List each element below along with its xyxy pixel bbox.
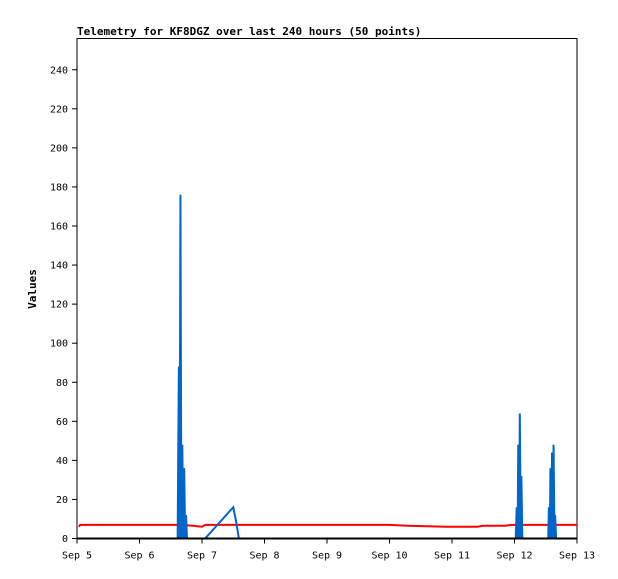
x-tick-label: Sep 8 xyxy=(249,551,279,562)
series-line-1 xyxy=(78,523,577,528)
x-axis: Sep 5 Sep 6 Sep 7 Sep 8 Sep 9 Sep 10 Sep 11 Sep… xyxy=(62,538,595,562)
series-group xyxy=(77,194,577,540)
x-tick-label: Sep 9 xyxy=(312,551,342,562)
y-tick-label: 60 xyxy=(56,417,68,428)
y-tick-label: 0 xyxy=(62,534,68,545)
y-tick-label: 20 xyxy=(56,495,68,506)
y-tick-label: 140 xyxy=(50,261,68,272)
plot-area xyxy=(76,38,578,539)
y-tick-label: 100 xyxy=(50,339,68,350)
x-tick-label: Sep 5 xyxy=(62,551,92,562)
y-tick-label: 180 xyxy=(50,182,68,193)
y-tick-label: 120 xyxy=(50,300,68,311)
x-tick-label: Sep 12 xyxy=(496,551,532,562)
y-tick-label: 240 xyxy=(50,65,68,76)
y-tick-label: 80 xyxy=(56,378,68,389)
y-axis-label: Values xyxy=(26,269,39,309)
y-axis: 0 20 40 60 80 100 120 140 160 180 200 220 240 xyxy=(50,65,77,545)
y-tick-label: 220 xyxy=(50,104,68,115)
chart-title: Telemetry for KF8DGZ over last 240 hours… xyxy=(77,25,421,38)
x-tick-label: Sep 6 xyxy=(124,551,154,562)
x-tick-label: Sep 11 xyxy=(434,551,470,562)
y-tick-label: 200 xyxy=(50,143,68,154)
x-tick-label: Sep 10 xyxy=(371,551,407,562)
x-tick-label: Sep 7 xyxy=(187,551,217,562)
x-tick-label: Sep 13 xyxy=(559,551,595,562)
y-tick-label: 160 xyxy=(50,222,68,233)
series-line-2 xyxy=(176,194,558,540)
y-tick-label: 40 xyxy=(56,456,68,467)
